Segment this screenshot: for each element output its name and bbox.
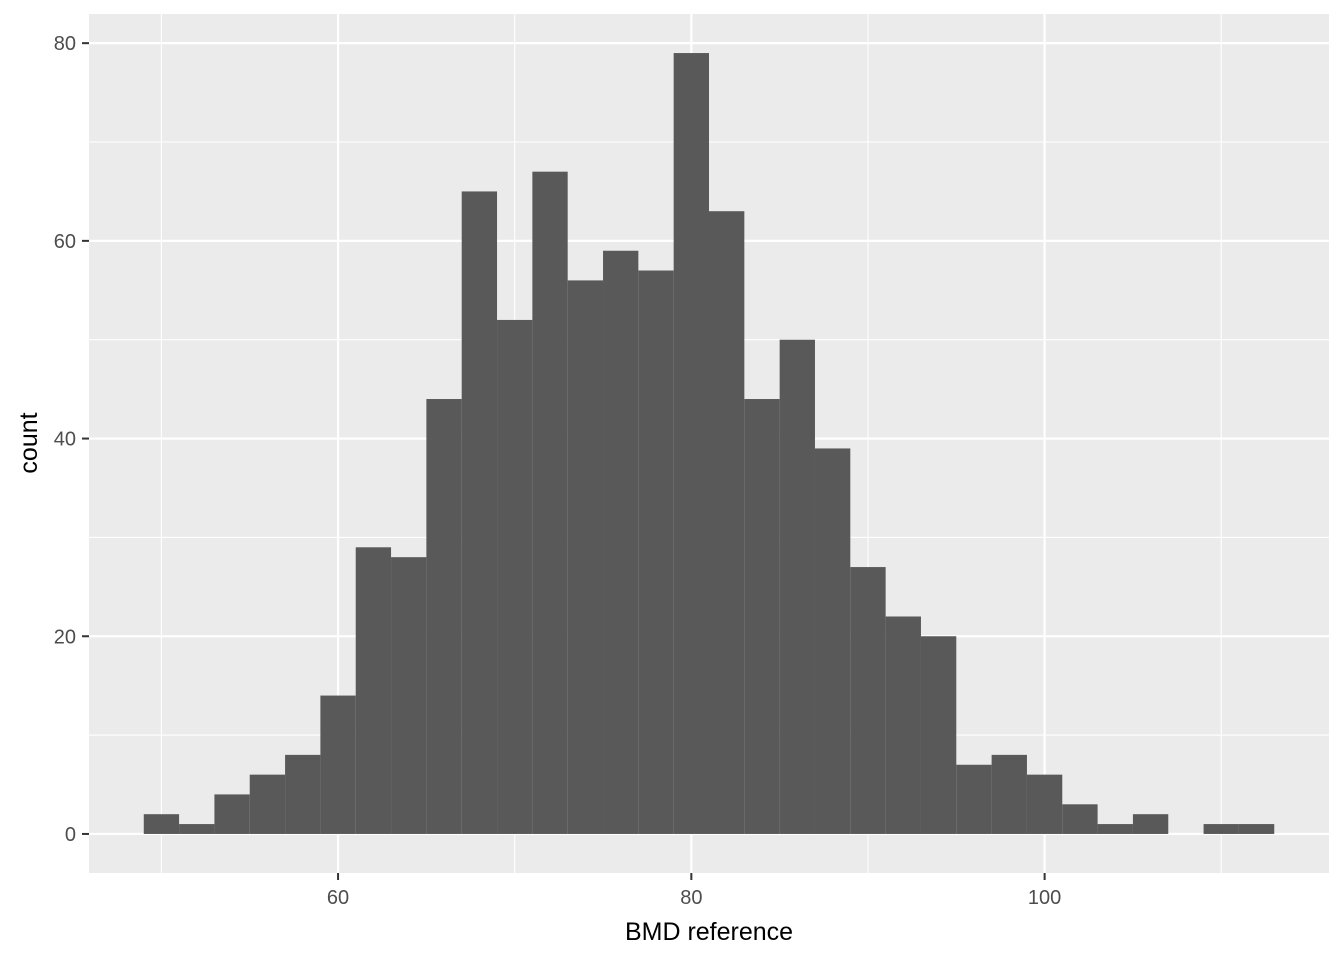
histogram-bar [320,695,356,834]
y-tick-label: 20 [54,626,76,648]
histogram-bar [603,250,639,834]
x-tick-label: 60 [327,887,349,909]
histogram-bar [461,191,498,834]
histogram-bar [214,794,250,834]
histogram-bar [497,319,533,834]
histogram-bar [285,754,321,834]
histogram-bar [1203,824,1239,834]
y-tick-label: 40 [54,429,76,451]
histogram-bar [744,399,780,834]
y-axis-title: count [15,412,43,473]
x-tick-label: 100 [1028,887,1061,909]
histogram-bar [567,280,604,834]
histogram-bar [1097,824,1133,834]
histogram-bar [779,339,815,834]
histogram-bar [920,636,957,834]
histogram-bar [1062,804,1098,834]
histogram-bar [709,211,745,834]
histogram-bar [249,774,286,834]
histogram-bar [673,53,709,834]
histogram-bar [1132,814,1169,834]
histogram-bar [391,557,427,834]
histogram-bar [179,824,215,834]
histogram-bar [143,814,180,834]
histogram-bar [956,764,992,834]
y-tick-label: 60 [54,231,76,253]
histogram-bar [426,399,462,834]
histogram-bar [885,616,921,834]
histogram-bar [1238,824,1275,834]
histogram-bar [1026,774,1063,834]
y-tick-label: 0 [65,824,76,846]
y-tick-label: 80 [54,33,76,55]
histogram-bar [638,270,674,834]
tick-labels: 60 80 100 0 20 40 60 80 [54,33,1062,909]
histogram-bar [532,171,568,834]
histogram-bar [991,754,1027,834]
histogram-bar [850,567,886,834]
x-tick-label: 80 [680,887,702,909]
bars [143,53,1275,834]
histogram-bar [814,448,851,834]
x-axis-title: BMD reference [625,918,793,946]
histogram-bar [355,547,392,834]
axis-ticks [82,42,1046,880]
